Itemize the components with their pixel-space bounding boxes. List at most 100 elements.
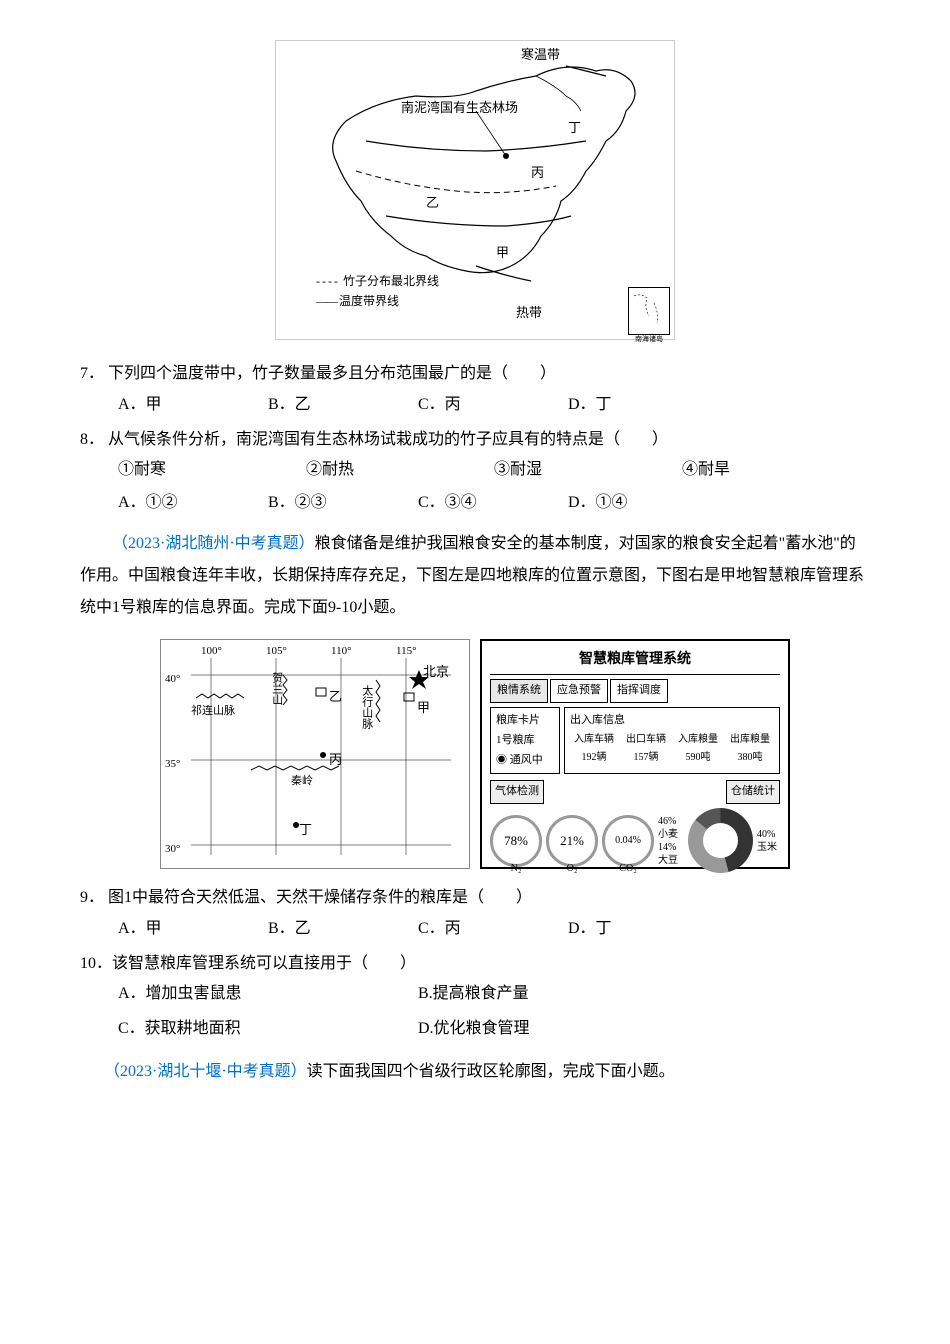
storage-labels-left: 46% 小麦 14% 大豆 [658, 815, 678, 867]
map-legend-bamboo: ---- 竹子分布最北界线 [316, 271, 439, 293]
io-col-0: 入库车辆 [570, 731, 618, 749]
context-paragraph-2: （2023·湖北十堰·中考真题）读下面我国四个省级行政区轮廓图，完成下面小题。 [80, 1056, 870, 1088]
q10-stem: 该智慧粮库管理系统可以直接用于（ ） [112, 950, 870, 979]
china-map-container: 寒温带 南泥湾国有生态林场 丁 丙 乙 甲 热带 ---- 竹子分布最北界线 —… [80, 40, 870, 340]
storage-wheat-pct: 46% [658, 816, 676, 827]
q8-option-a[interactable]: A．①② [118, 489, 268, 518]
q7-option-a[interactable]: A．甲 [118, 391, 268, 420]
io-col-1: 出口车辆 [622, 731, 670, 749]
gauge-co2-value: 0.04% [615, 832, 641, 850]
q8-stem: 从气候条件分析，南泥湾国有生态林场试栽成功的竹子应具有的特点是（ ） [108, 426, 870, 455]
q9-options: A．甲 B．乙 C．丙 D．丁 [80, 915, 870, 944]
place-taihang: 太行山脉 [356, 685, 376, 729]
figures-row: 100° 105° 110° 115° 40° 35° 30° [80, 639, 870, 869]
q7-number: 7． [80, 360, 108, 389]
ui-title: 智慧粮库管理系统 [490, 645, 780, 675]
tab-emergency[interactable]: 应急预警 [550, 679, 608, 703]
gauge-n2-label: N₂ [493, 860, 539, 878]
q10-number: 10． [80, 950, 112, 979]
gauge-o2-label: O₂ [549, 860, 595, 878]
q9-number: 9． [80, 884, 108, 913]
place-bing: 丙 [329, 748, 342, 771]
q8-option-b[interactable]: B．②③ [268, 489, 418, 518]
place-ding: 丁 [299, 818, 312, 841]
io-val-2: 590吨 [674, 749, 722, 767]
ui-card-row: 粮库卡片 1号粮库 ◉ 通风中 出入库信息 入库车辆 出口车辆 入库粮量 出库粮… [490, 707, 780, 774]
storage-wheat-name: 小麦 [658, 829, 678, 840]
storage-corn-name: 玉米 [757, 842, 777, 853]
ui-tabs: 粮情系统 应急预警 指挥调度 [490, 679, 780, 703]
storage-corn-pct: 40% [757, 829, 775, 840]
q9-option-c[interactable]: C．丙 [418, 915, 568, 944]
storage-labels-right: 40% 玉米 [757, 828, 777, 854]
warehouse-status-row: ◉ 通风中 [496, 751, 554, 771]
context1-source: （2023·湖北随州·中考真题） [112, 535, 315, 552]
tab-dispatch[interactable]: 指挥调度 [610, 679, 668, 703]
question-8: 8． 从气候条件分析，南泥湾国有生态林场试栽成功的竹子应具有的特点是（ ） [80, 426, 870, 455]
place-qilian: 祁连山脉 [191, 702, 235, 722]
storage-soy-name: 大豆 [658, 855, 678, 866]
map-label-bing: 丙 [531, 161, 544, 184]
q10-option-c[interactable]: C．获取耕地面积 [118, 1015, 418, 1044]
place-yi: 乙 [329, 685, 342, 708]
q8-number: 8． [80, 426, 108, 455]
map-label-ding: 丁 [568, 116, 581, 139]
china-climate-map: 寒温带 南泥湾国有生态林场 丁 丙 乙 甲 热带 ---- 竹子分布最北界线 —… [275, 40, 675, 340]
location-map: 100° 105° 110° 115° 40° 35° 30° [160, 639, 470, 869]
tab-grain-status[interactable]: 粮情系统 [490, 679, 548, 703]
gauge-co2: 0.04% CO₂ [602, 815, 654, 867]
io-val-3: 380吨 [726, 749, 774, 767]
io-col-3: 出库粮量 [726, 731, 774, 749]
gauge-o2-value: 21% [560, 829, 584, 852]
q7-option-d[interactable]: D．丁 [568, 391, 718, 420]
storage-section-label: 仓储统计 [726, 780, 780, 804]
map-label-yi: 乙 [426, 191, 439, 214]
q10-option-a[interactable]: A．增加虫害鼠患 [118, 980, 418, 1009]
q7-option-b[interactable]: B．乙 [268, 391, 418, 420]
q8-options: A．①② B．②③ C．③④ D．①④ [80, 489, 870, 518]
place-qinling: 秦岭 [291, 772, 313, 792]
storage-donut-group: 46% 小麦 14% 大豆 40% 玉米 [658, 808, 777, 873]
io-title: 出入库信息 [570, 711, 774, 731]
legend-temp-text: 温度带界线 [339, 294, 399, 308]
q8-option-c[interactable]: C．③④ [418, 489, 568, 518]
warehouse-card: 粮库卡片 1号粮库 ◉ 通风中 [490, 707, 560, 774]
io-col-2: 入库粮量 [674, 731, 722, 749]
storage-soy-pct: 14% [658, 842, 676, 853]
q7-stem: 下列四个温度带中，竹子数量最多且分布范围最广的是（ ） [108, 360, 870, 389]
place-beijing: 北京 [423, 660, 449, 683]
q8-option-d[interactable]: D．①④ [568, 489, 718, 518]
question-7: 7． 下列四个温度带中，竹子数量最多且分布范围最广的是（ ） [80, 360, 870, 389]
context-paragraph-1: （2023·湖北随州·中考真题）粮食储备是维护我国粮食安全的基本制度，对国家的粮… [80, 528, 870, 624]
io-header-row: 入库车辆 出口车辆 入库粮量 出库粮量 [570, 731, 774, 749]
question-10: 10． 该智慧粮库管理系统可以直接用于（ ） [80, 950, 870, 979]
q8-statement-4: ④耐旱 [682, 456, 870, 485]
warehouse-card-title: 粮库卡片 [496, 711, 554, 731]
legend-bamboo-text: 竹子分布最北界线 [343, 274, 439, 288]
q10-options-row1: A．增加虫害鼠患 B.提高粮食产量 [80, 980, 870, 1009]
io-val-0: 192辆 [570, 749, 618, 767]
q10-option-b[interactable]: B.提高粮食产量 [418, 980, 718, 1009]
context2-text: 读下面我国四个省级行政区轮廓图，完成下面小题。 [307, 1063, 675, 1080]
q8-statements: ①耐寒 ②耐热 ③耐湿 ④耐旱 [80, 456, 870, 485]
q9-option-b[interactable]: B．乙 [268, 915, 418, 944]
map-legend-temp: —— 温度带界线 [316, 291, 399, 313]
q9-option-a[interactable]: A．甲 [118, 915, 268, 944]
q9-option-d[interactable]: D．丁 [568, 915, 718, 944]
grain-system-ui: 智慧粮库管理系统 粮情系统 应急预警 指挥调度 粮库卡片 1号粮库 ◉ 通风中 … [480, 639, 790, 869]
map-label-cold-temp: 寒温带 [521, 43, 560, 66]
q7-options: A．甲 B．乙 C．丙 D．丁 [80, 391, 870, 420]
q9-stem: 图1中最符合天然低温、天然干燥储存条件的粮库是（ ） [108, 884, 870, 913]
map-label-jia: 甲 [496, 241, 509, 264]
io-val-1: 157辆 [622, 749, 670, 767]
q10-option-d[interactable]: D.优化粮食管理 [418, 1015, 718, 1044]
q7-option-c[interactable]: C．丙 [418, 391, 568, 420]
inset-caption: 南海诸岛 [629, 333, 669, 346]
q8-statement-2: ②耐热 [306, 456, 494, 485]
q10-options-row2: C．获取耕地面积 D.优化粮食管理 [80, 1015, 870, 1044]
q8-statement-1: ①耐寒 [118, 456, 306, 485]
gas-section-label: 气体检测 [490, 780, 544, 804]
map-label-forest: 南泥湾国有生态林场 [401, 96, 518, 119]
io-card: 出入库信息 入库车辆 出口车辆 入库粮量 出库粮量 192辆 157辆 590吨… [564, 707, 780, 774]
map-label-hot: 热带 [516, 301, 542, 324]
